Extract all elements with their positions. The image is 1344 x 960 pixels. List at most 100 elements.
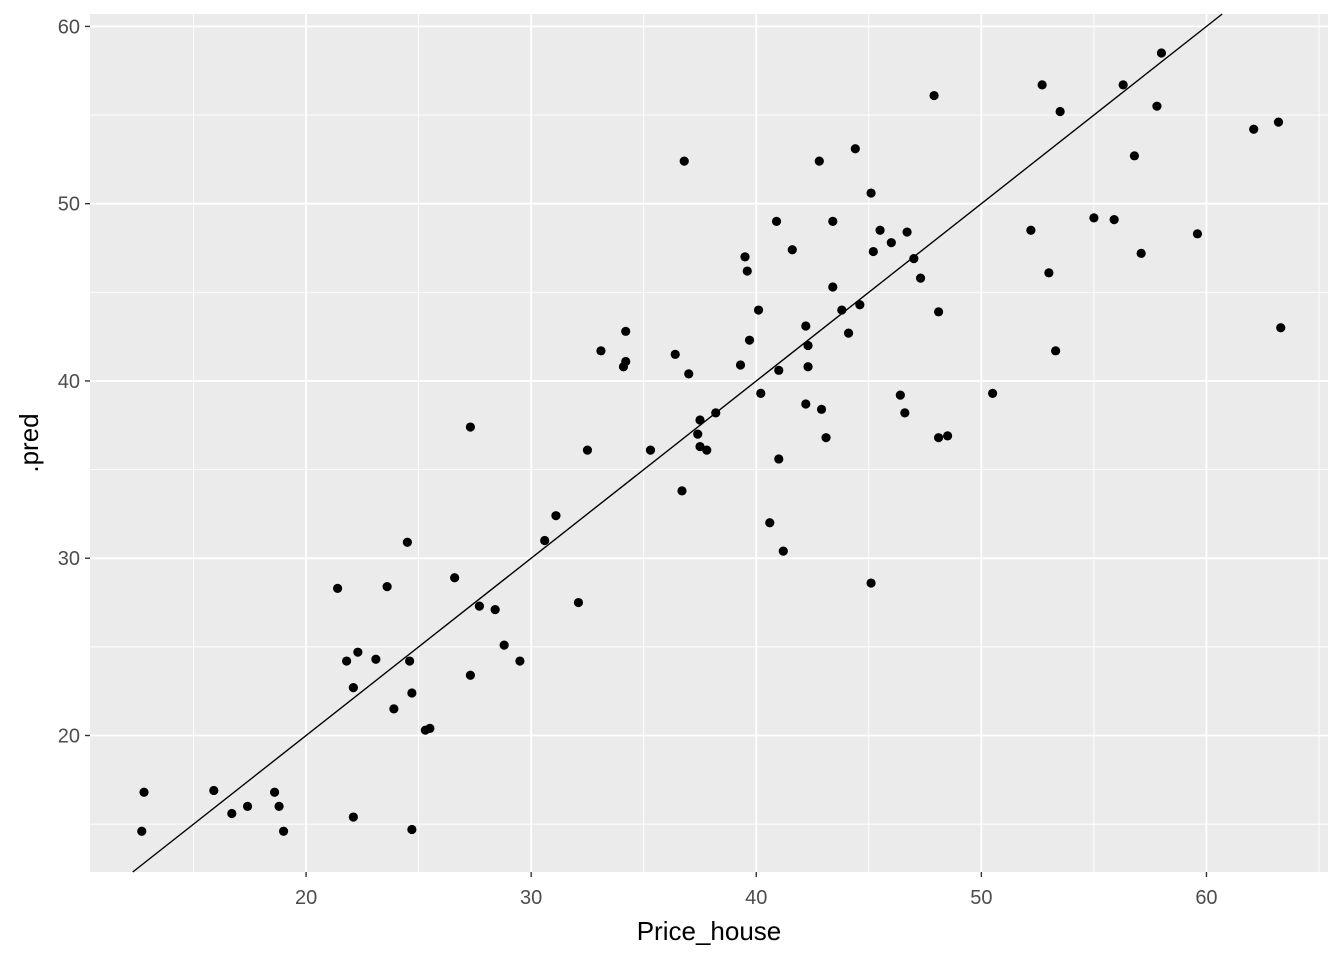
data-point	[333, 583, 343, 593]
major-gridlines	[90, 14, 1328, 872]
data-point	[407, 824, 417, 835]
data-point	[828, 216, 838, 227]
data-point	[242, 801, 253, 812]
data-point	[684, 369, 694, 379]
data-point	[837, 305, 847, 315]
data-point	[1044, 268, 1054, 278]
data-point	[1089, 213, 1099, 223]
data-point	[1152, 101, 1162, 111]
data-point	[278, 826, 289, 836]
data-point	[850, 144, 860, 154]
data-point	[540, 535, 550, 546]
data-point	[353, 647, 363, 657]
data-point	[902, 227, 912, 237]
data-point	[803, 362, 813, 372]
data-point	[269, 787, 280, 797]
data-point	[915, 273, 926, 283]
data-point	[425, 723, 435, 734]
data-point	[942, 431, 953, 441]
data-point	[753, 305, 764, 315]
data-point	[855, 300, 865, 310]
data-point	[348, 812, 358, 822]
data-point	[735, 360, 746, 370]
data-point	[828, 282, 838, 292]
data-point	[1026, 225, 1036, 235]
x-axis-ticks: 20 30 40 50 60	[295, 872, 1218, 909]
data-point	[402, 537, 412, 547]
data-point	[1037, 80, 1047, 90]
data-point	[1055, 106, 1065, 117]
y-tick-label: 20	[58, 726, 80, 748]
data-point	[465, 670, 476, 680]
data-point	[209, 785, 219, 796]
data-point	[645, 445, 656, 455]
data-point	[801, 321, 811, 331]
x-tick-label: 60	[1195, 887, 1217, 909]
x-axis-title: Price_house	[637, 916, 782, 946]
data-point	[551, 511, 561, 521]
data-point	[1129, 151, 1140, 161]
data-point	[929, 90, 939, 101]
data-point	[1156, 48, 1167, 58]
data-point	[702, 445, 712, 455]
data-point	[1192, 229, 1203, 239]
data-point	[875, 225, 885, 235]
reference-line	[132, 13, 1223, 873]
y-axis-ticks: 20 30 40 50 60	[58, 16, 90, 748]
data-point	[711, 408, 721, 418]
data-point	[886, 238, 896, 248]
data-point	[573, 597, 584, 608]
data-point	[227, 808, 237, 819]
y-tick-label: 40	[58, 371, 80, 393]
x-tick-label: 50	[970, 887, 992, 909]
data-point	[371, 654, 381, 664]
data-point	[933, 307, 944, 317]
data-point	[465, 422, 476, 432]
y-tick-label: 50	[58, 194, 80, 216]
data-point	[450, 573, 460, 583]
data-point	[843, 328, 854, 338]
data-point	[621, 326, 631, 336]
data-point	[679, 156, 689, 166]
data-point	[695, 415, 705, 425]
data-point	[801, 399, 811, 409]
data-point	[742, 266, 752, 276]
data-point	[137, 826, 147, 836]
data-point	[816, 404, 827, 414]
data-point	[405, 656, 415, 666]
data-point	[490, 605, 500, 615]
data-point	[693, 429, 703, 439]
x-tick-label: 20	[295, 887, 317, 909]
data-point	[274, 801, 284, 812]
y-tick-label: 60	[58, 16, 80, 38]
data-point	[765, 518, 775, 528]
data-point	[382, 581, 392, 592]
data-point	[933, 433, 944, 443]
data-point	[596, 346, 606, 356]
data-point	[744, 335, 755, 345]
data-point	[1051, 346, 1061, 356]
data-point	[407, 688, 417, 698]
data-point	[1136, 248, 1146, 258]
data-point	[814, 156, 824, 166]
data-point	[787, 245, 797, 255]
data-point	[771, 216, 782, 227]
y-axis-title: .pred	[14, 413, 44, 472]
data-point	[499, 640, 509, 650]
data-point	[1276, 323, 1286, 333]
data-point	[348, 683, 358, 693]
data-point	[740, 252, 750, 262]
data-point	[866, 578, 876, 588]
data-point	[1109, 215, 1119, 225]
y-tick-label: 30	[58, 548, 80, 570]
data-point	[909, 254, 919, 264]
plot-panel	[90, 14, 1328, 872]
data-point	[988, 388, 998, 398]
x-tick-label: 40	[745, 887, 767, 909]
data-point	[821, 433, 831, 443]
data-point	[1273, 117, 1284, 127]
data-point	[389, 704, 399, 714]
data-points	[137, 48, 1286, 836]
